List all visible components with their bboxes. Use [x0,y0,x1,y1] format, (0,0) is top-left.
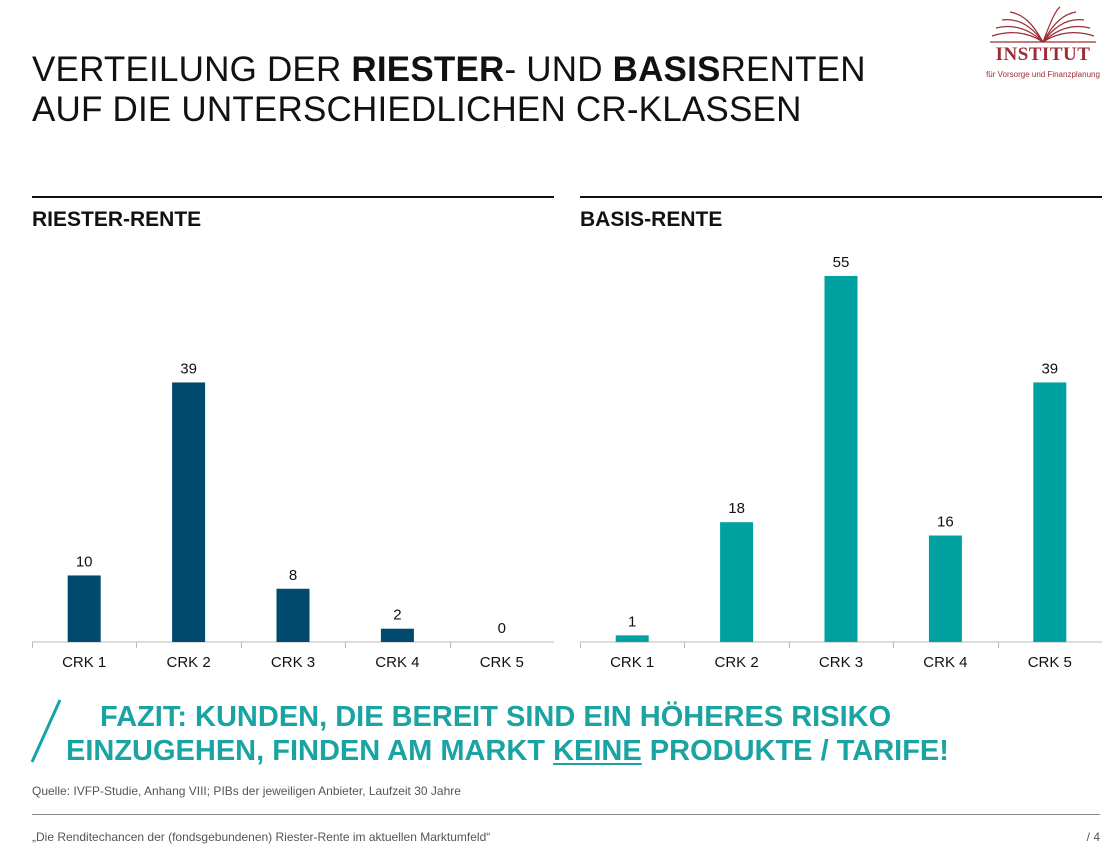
title-line-1: VERTEILUNG DER RIESTER- UND BASISRENTEN [32,50,866,89]
bar-crk-1 [67,575,101,642]
basis-panel: BASIS-RENTE 1 CRK 1 18 CRK 2 55 CRK 3 16 CRK 4 3… [580,196,1102,676]
panel-rule [580,196,1102,198]
logo-name: INSTITUT [995,44,1091,65]
riester-panel: RIESTER-RENTE 10 CRK 1 39 CRK 2 8 CRK 3 2 CRK 4… [32,196,554,676]
footer-rule [32,814,1100,815]
data-label: 0 [498,620,506,637]
riester-heading: RIESTER-RENTE [32,208,202,231]
x-tick-label: CRK 3 [819,654,863,671]
x-tick-label: CRK 3 [271,654,315,671]
x-tick-label: CRK 1 [62,654,106,671]
x-tick-label: CRK 2 [167,654,211,671]
panel-rule [32,196,554,198]
bar-crk-2 [172,382,206,642]
page-title: VERTEILUNG DER RIESTER- UND BASISRENTEN … [32,50,866,130]
bar-crk-5 [1033,382,1067,642]
page-number: / 4 [1086,830,1100,844]
x-tick-label: CRK 1 [610,654,654,671]
basis-heading: BASIS-RENTE [580,208,723,231]
data-label: 39 [1041,360,1058,377]
bar-crk-4 [380,628,414,642]
bar-crk-4 [928,535,962,642]
x-tick-label: CRK 4 [923,654,967,671]
slash-icon [30,699,62,763]
bar-crk-3 [276,588,310,642]
data-label: 8 [289,567,297,584]
fazit-text: FAZIT: KUNDEN, DIE BEREIT SIND EIN HÖHER… [66,700,949,768]
fazit-line-1: FAZIT: KUNDEN, DIE BEREIT SIND EIN HÖHER… [100,701,892,733]
bar-crk-3 [824,275,858,642]
x-tick-label: CRK 5 [480,654,524,671]
basis-bar-chart: 1 CRK 1 18 CRK 2 55 CRK 3 16 CRK 4 39 CRK 5 [580,254,1102,671]
bar-crk-1 [615,635,649,642]
fazit-line-2: EINZUGEHEN, FINDEN AM MARKT KEINE PRODUK… [66,735,949,767]
riester-bar-chart: 10 CRK 1 39 CRK 2 8 CRK 3 2 CRK 4 0 CRK 5 [32,360,554,671]
title-line-2: AUF DIE UNTERSCHIEDLICHEN CR-KLASSEN [32,90,802,129]
logo-subtitle: für Vorsorge und Finanzplanung [986,70,1100,79]
open-book-icon [990,6,1096,43]
x-tick-label: CRK 4 [375,654,419,671]
data-label: 16 [937,514,954,531]
bar-crk-2 [720,522,754,642]
x-tick-label: CRK 2 [715,654,759,671]
institut-logo: INSTITUT für Vorsorge und Finanzplanung [982,6,1104,86]
data-label: 10 [76,553,93,570]
data-label: 55 [833,254,850,271]
data-label: 18 [728,500,745,517]
data-label: 39 [180,360,197,377]
footer-text: „Die Renditechancen der (fondsgebundenen… [32,830,491,844]
data-label: 2 [393,607,401,624]
source-note: Quelle: IVFP-Studie, Anhang VIII; PIBs d… [32,784,461,798]
x-tick-label: CRK 5 [1028,654,1072,671]
keine-emphasis: KEINE [553,735,642,767]
data-label: 1 [628,613,636,630]
